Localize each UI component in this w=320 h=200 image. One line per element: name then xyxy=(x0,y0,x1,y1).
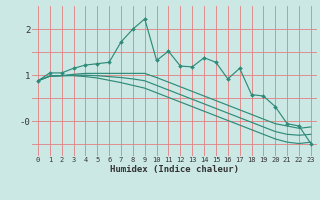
X-axis label: Humidex (Indice chaleur): Humidex (Indice chaleur) xyxy=(110,165,239,174)
